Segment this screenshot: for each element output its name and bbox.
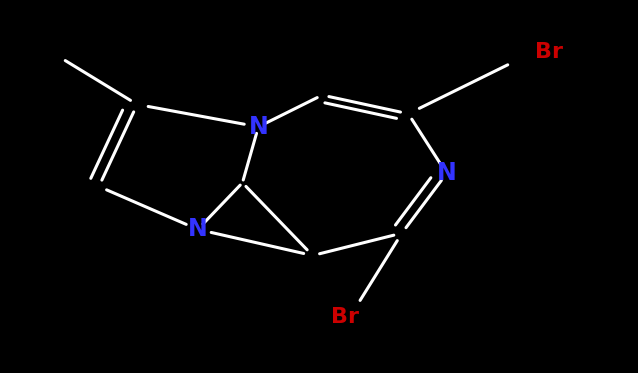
Text: Br: Br <box>330 307 359 327</box>
Text: Br: Br <box>535 42 563 62</box>
Text: N: N <box>249 115 268 139</box>
Text: N: N <box>188 217 207 241</box>
Text: N: N <box>437 162 456 185</box>
